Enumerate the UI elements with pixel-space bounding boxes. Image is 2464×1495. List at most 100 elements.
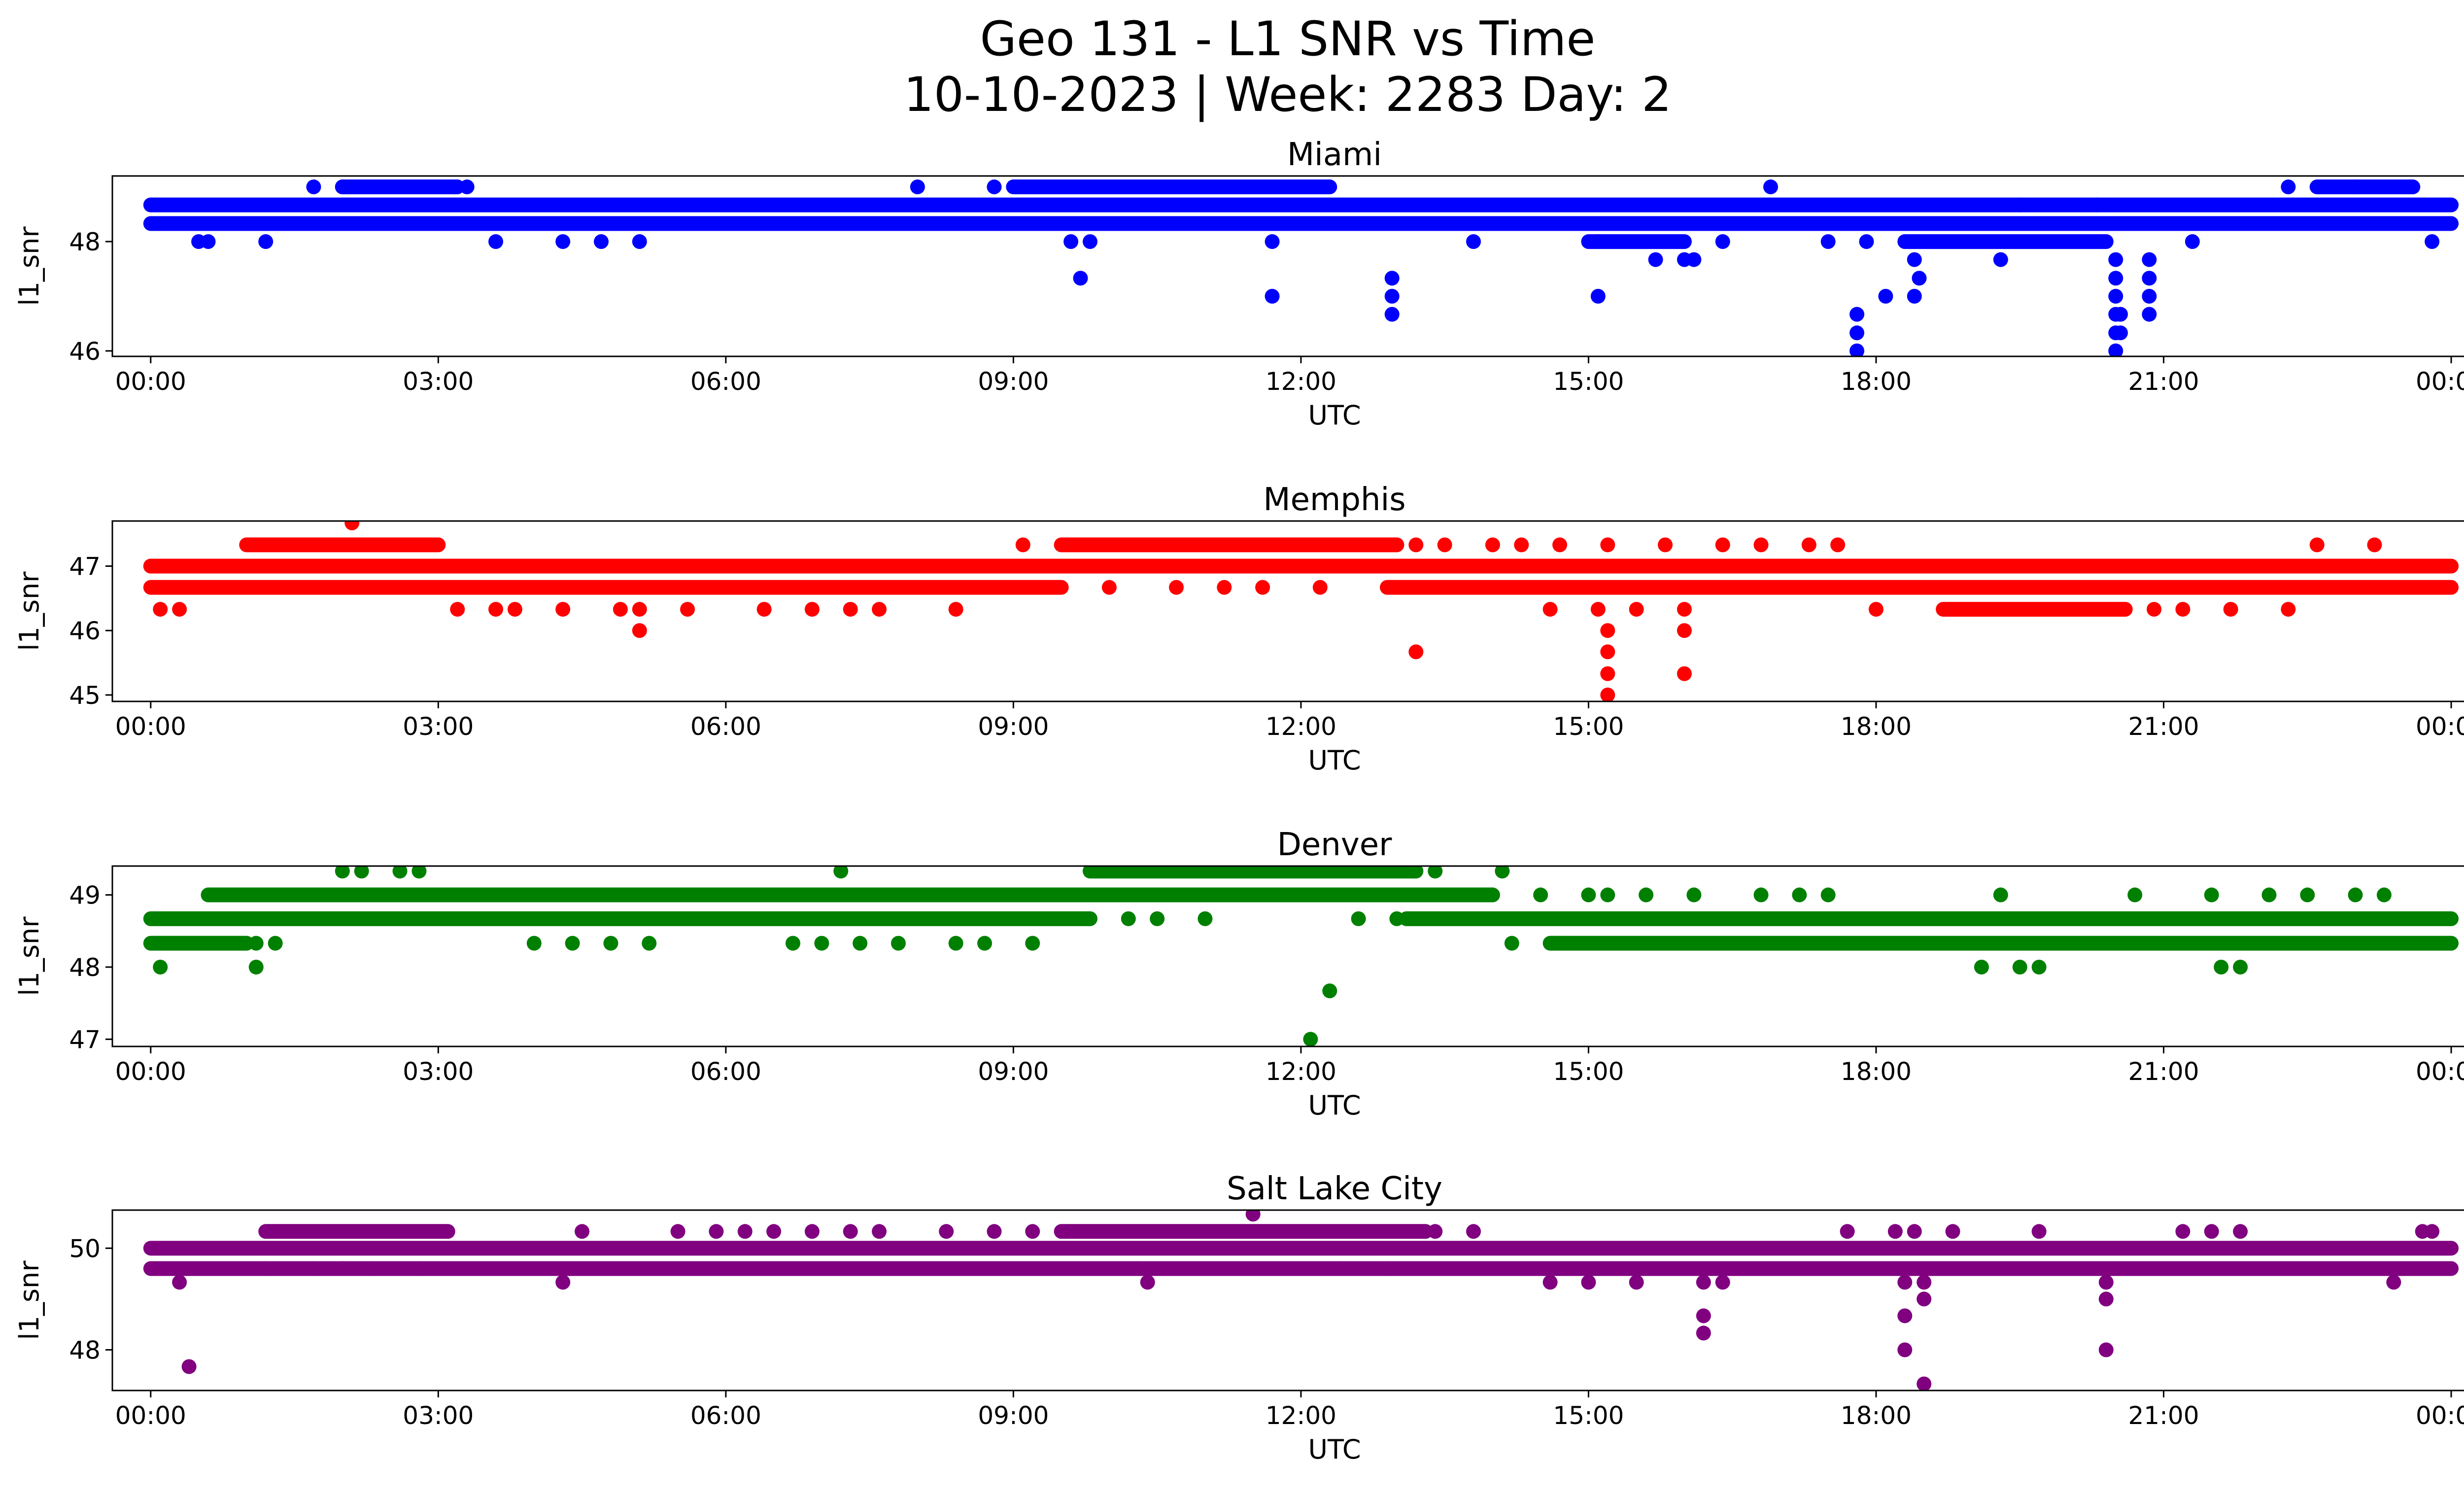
subplot-title: Memphis — [1263, 482, 1405, 518]
data-point — [1945, 1224, 1960, 1239]
data-point — [2300, 887, 2315, 903]
data-point — [1658, 537, 1673, 553]
data-point — [1715, 234, 1730, 249]
axes-frame — [111, 1209, 2464, 1391]
subplot-salt-lake-city: Salt Lake City 00:00 03:00 06:00 09:00 12:00 1… — [14, 1171, 2464, 1465]
data-layer — [143, 866, 2459, 1046]
data-point — [1907, 252, 1922, 267]
data-point — [1849, 307, 1865, 322]
x-tick-label: 03:00 — [403, 1401, 474, 1430]
data-point — [2031, 959, 2047, 974]
data-point — [450, 602, 465, 617]
data-point — [1198, 911, 1213, 926]
y-tick-label: 48 — [69, 228, 101, 256]
data-point — [1792, 887, 1807, 903]
data-point — [1849, 325, 1865, 341]
data-point — [2142, 252, 2157, 267]
data-point — [987, 1224, 1002, 1239]
data-point — [1265, 289, 1280, 304]
data-point — [1542, 1275, 1558, 1290]
data-point — [843, 602, 858, 617]
data-point — [804, 602, 820, 617]
data-point — [575, 1224, 590, 1239]
data-point — [1696, 1308, 1711, 1323]
x-tick-label: 00:00 — [2416, 1401, 2464, 1430]
data-point — [2108, 289, 2123, 304]
data-point — [1820, 234, 1836, 249]
data-point — [1466, 1224, 1481, 1239]
data-point — [1408, 537, 1424, 553]
y-axis-label: l1_snr — [14, 571, 45, 651]
x-tick-label: 12:00 — [1266, 1057, 1336, 1086]
data-point — [172, 1275, 187, 1290]
data-point — [804, 1224, 820, 1239]
data-point — [1130, 216, 1146, 231]
data-point — [1025, 936, 1040, 951]
x-tick-label: 06:00 — [690, 367, 761, 396]
x-tick-label: 00:00 — [115, 1057, 186, 1086]
data-point — [642, 936, 657, 951]
x-tick-label: 21:00 — [2128, 367, 2199, 396]
data-point — [814, 936, 829, 951]
data-point — [1351, 911, 1366, 926]
data-point — [709, 1224, 724, 1239]
data-point — [1083, 234, 1097, 249]
data-point — [1466, 234, 1481, 249]
data-point — [1600, 537, 1615, 553]
y-axis-label: l1_snr — [14, 1260, 45, 1340]
data-point — [613, 602, 628, 617]
data-point — [1897, 1275, 1913, 1290]
data-point — [364, 1261, 379, 1276]
data-point — [2031, 1224, 2047, 1239]
data-point — [756, 602, 772, 617]
data-point — [632, 623, 647, 638]
data-point — [1868, 602, 1883, 617]
data-point — [1648, 252, 1663, 267]
data-point — [2309, 537, 2325, 553]
data-point — [1600, 687, 1615, 701]
data-point — [1715, 1275, 1730, 1290]
data-point — [2060, 558, 2075, 574]
data-point — [2012, 959, 2027, 974]
data-point — [1916, 1376, 1932, 1391]
x-axis-label: UTC — [1308, 1090, 1361, 1121]
data-point — [2425, 234, 2440, 249]
data-point — [1101, 580, 1117, 595]
data-point — [1389, 911, 1404, 926]
data-point — [1686, 252, 1702, 267]
data-point — [766, 1224, 782, 1239]
y-tick-label: 47 — [69, 553, 101, 581]
x-tick-label: 15:00 — [1553, 712, 1624, 741]
data-point — [1217, 580, 1232, 595]
data-point — [2367, 537, 2382, 553]
data-point — [1590, 289, 1606, 304]
data-point — [1916, 1275, 1932, 1290]
data-point — [335, 1261, 350, 1276]
data-point — [1677, 602, 1692, 617]
data-point — [1312, 580, 1328, 595]
data-point — [1504, 936, 1519, 951]
data-point — [2142, 271, 2157, 286]
x-tick-label: 00:00 — [2416, 1057, 2464, 1086]
data-point — [2142, 289, 2157, 304]
x-tick-label: 15:00 — [1553, 367, 1624, 396]
data-point — [1629, 1275, 1644, 1290]
data-point — [1696, 1325, 1711, 1341]
data-point — [1533, 887, 1548, 903]
figure-subtitle: 10-10-2023 | Week: 2283 Day: 2 — [904, 67, 1672, 123]
data-point — [526, 936, 542, 951]
data-point — [1820, 887, 1836, 903]
data-point — [1581, 887, 1596, 903]
data-point — [1063, 234, 1079, 249]
data-point — [2147, 602, 2162, 617]
data-point — [1485, 537, 1500, 553]
x-tick-label: 00:00 — [115, 367, 186, 396]
data-point — [2425, 1224, 2440, 1239]
data-point — [632, 234, 647, 249]
data-point — [1140, 1275, 1155, 1290]
data-point — [1600, 887, 1615, 903]
data-point — [258, 1261, 274, 1276]
y-tick-label: 47 — [69, 1025, 101, 1054]
data-point — [1495, 866, 1510, 879]
data-point — [306, 1261, 321, 1276]
